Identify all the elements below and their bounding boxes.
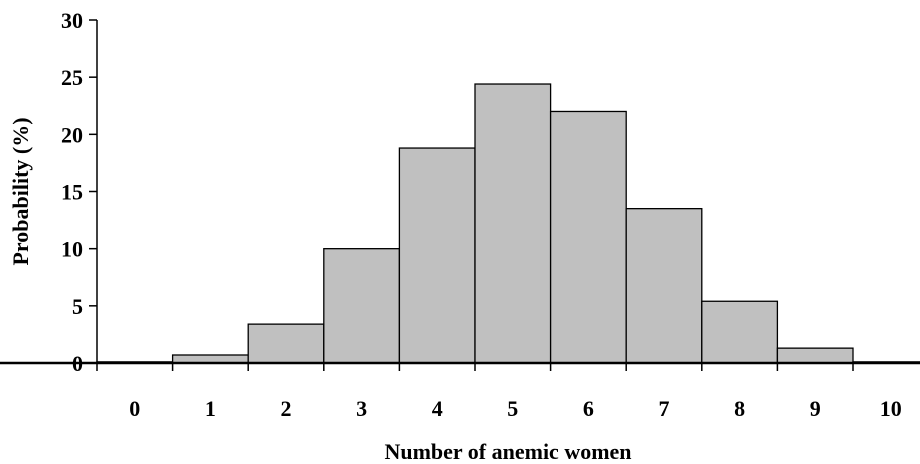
x-tick-label-4: 4 xyxy=(432,396,443,421)
bar-5 xyxy=(474,83,552,364)
bar-3 xyxy=(323,248,401,364)
x-tick-label-0: 0 xyxy=(129,396,140,421)
bar-8 xyxy=(701,300,779,364)
x-axis-title: Number of anemic women xyxy=(384,439,631,464)
x-tick-label-3: 3 xyxy=(356,396,367,421)
x-tick-label-2: 2 xyxy=(281,396,292,421)
x-tick-label-1: 1 xyxy=(205,396,216,421)
y-tick-label: 15 xyxy=(61,180,83,205)
bar-2 xyxy=(247,323,325,364)
y-ticks-group: 0 5 10 15 20 25 30 xyxy=(61,8,97,376)
bars-group xyxy=(96,83,920,364)
x-tick-label-8: 8 xyxy=(734,396,745,421)
x-tick-label-9: 9 xyxy=(810,396,821,421)
y-tick-label: 20 xyxy=(61,122,83,147)
y-tick-label: 10 xyxy=(61,237,83,262)
bar-7 xyxy=(625,207,703,364)
y-tick-label: 0 xyxy=(72,351,83,376)
bar-4 xyxy=(398,147,476,364)
x-ticks-group: 0 1 2 3 4 5 6 7 8 9 10 xyxy=(96,363,902,421)
bar-6 xyxy=(549,110,627,364)
x-tick-label-5: 5 xyxy=(507,396,518,421)
y-axis-title: Probability (%) xyxy=(8,117,33,265)
bar-9 xyxy=(776,347,854,364)
x-tick-label-10: 10 xyxy=(880,396,902,421)
y-tick-label: 25 xyxy=(61,65,83,90)
x-tick-label-6: 6 xyxy=(583,396,594,421)
y-tick-label: 5 xyxy=(72,294,83,319)
y-tick-label: 30 xyxy=(61,8,83,33)
x-tick-label-7: 7 xyxy=(659,396,670,421)
